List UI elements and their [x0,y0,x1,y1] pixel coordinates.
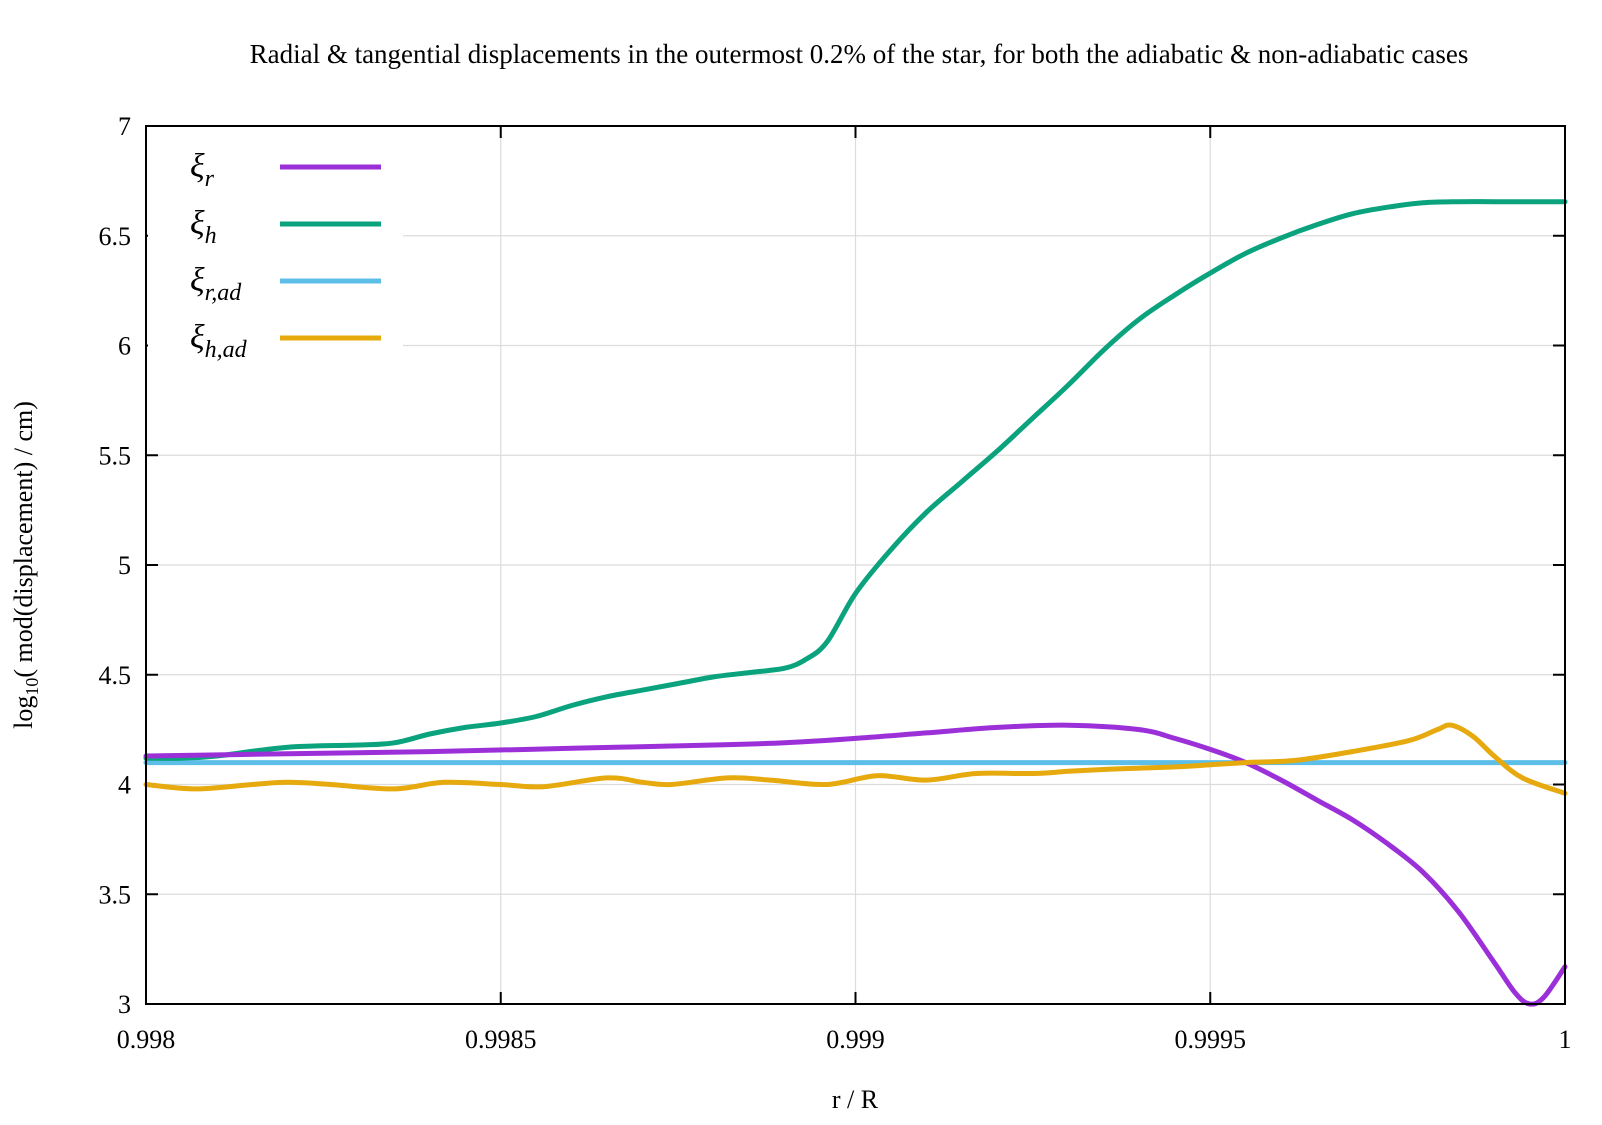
y-tick-label: 3 [118,990,131,1019]
x-tick-label: 0.998 [117,1025,176,1054]
x-tick-label: 0.999 [826,1025,885,1054]
x-tick-label: 0.9985 [465,1025,537,1054]
y-tick-label: 7 [118,112,131,141]
series-line-1 [143,722,1568,1007]
series-lines [143,199,1568,1007]
legend: ξr ξh ξr,ad ξh,ad [190,148,381,363]
y-tick-label: 6.5 [99,222,132,251]
y-tick-label: 5 [118,551,131,580]
x-tick-label: 0.9995 [1175,1025,1247,1054]
plot-frame [145,125,1566,1005]
x-axis-label: r / R [832,1085,879,1114]
x-tick-label: 1 [1559,1025,1572,1054]
y-tick-label: 5.5 [99,441,132,470]
y-tick-label: 4.5 [99,661,132,690]
chart-title: Radial & tangential displacements in the… [250,39,1469,69]
legend-label: ξr,ad [190,262,242,306]
legend-label: ξh,ad [190,319,248,363]
series-line-2 [143,199,1568,761]
x-axis-ticks: 0.998 0.9985 0.999 0.9995 1 [117,126,1572,1054]
y-axis-label-sub: 10 [22,678,42,696]
y-axis-label-rest: ( mod(displacement) / cm) [9,401,38,678]
y-tick-label: 3.5 [99,880,132,909]
legend-box [148,128,403,353]
y-axis-label: log10( mod(displacement) / cm) [9,401,42,729]
y-tick-label: 6 [118,332,131,361]
y-axis-label-base: log [9,696,38,729]
series-line-4 [143,722,1568,796]
legend-label: ξh [190,205,217,249]
y-tick-label: 4 [118,771,131,800]
legend-label: ξr [190,148,215,192]
